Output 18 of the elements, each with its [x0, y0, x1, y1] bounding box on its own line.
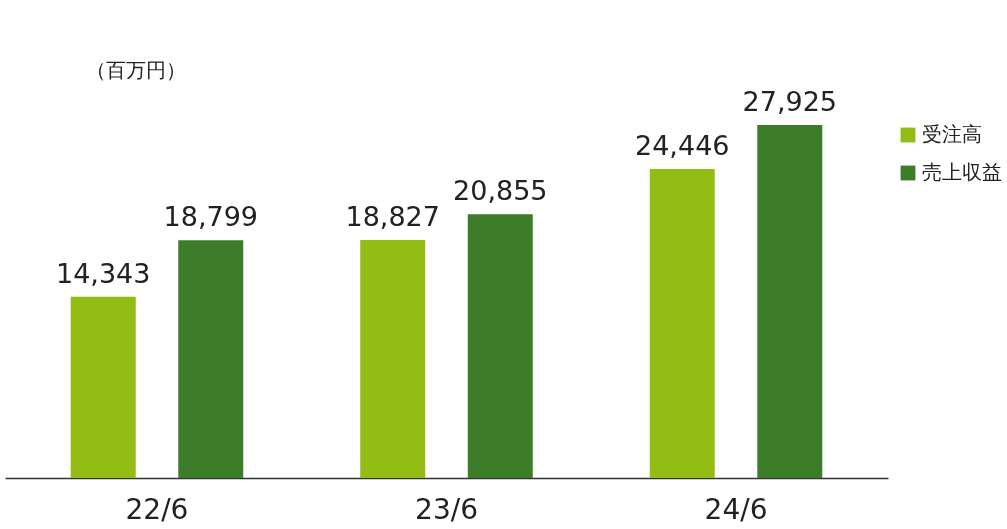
x-tick-label: 22/6	[125, 492, 189, 526]
data-label: 18,799	[163, 201, 258, 233]
data-label: 18,827	[345, 201, 440, 233]
x-tick-label: 24/6	[704, 492, 768, 526]
bar	[70, 296, 136, 478]
x-tick-label: 23/6	[415, 492, 478, 526]
legend-label: 売上収益	[922, 160, 1002, 184]
bar	[757, 125, 823, 478]
data-label: 24,446	[635, 129, 730, 161]
bar	[178, 240, 244, 478]
legend-label: 受注高	[922, 122, 982, 146]
data-label: 20,855	[453, 175, 548, 207]
bar	[467, 214, 533, 478]
bar	[360, 240, 426, 478]
y-axis-title: （百万円）	[85, 57, 186, 82]
data-label: 27,925	[742, 86, 838, 117]
bar	[649, 168, 715, 478]
data-label: 14,343	[55, 257, 151, 289]
